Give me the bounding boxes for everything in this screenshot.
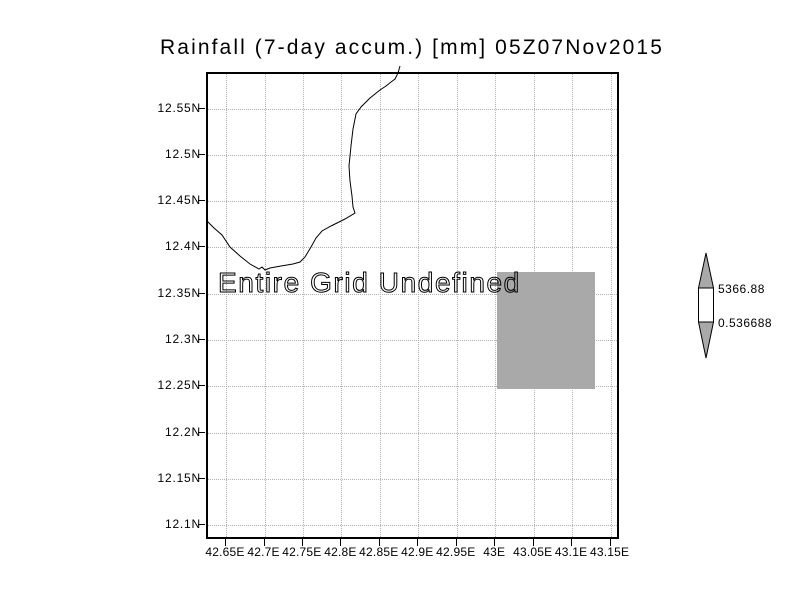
gridline-horizontal xyxy=(208,201,617,203)
y-axis-tick-label: 12.15N xyxy=(157,470,201,485)
colorbar-up-arrow-icon xyxy=(697,252,715,289)
y-axis-tick-label: 12.25N xyxy=(157,378,201,393)
y-axis-tick xyxy=(198,292,205,294)
gridline-vertical xyxy=(302,74,304,537)
gridline-horizontal xyxy=(208,154,617,156)
y-axis-tick xyxy=(198,246,205,248)
colorbar-down-arrow-icon xyxy=(697,321,715,359)
y-axis-tick xyxy=(198,200,205,202)
x-axis-tick xyxy=(455,539,457,546)
y-axis-tick-label: 12.5N xyxy=(164,146,201,161)
x-axis-tick-label: 42.8E xyxy=(324,545,357,559)
x-axis-tick xyxy=(417,539,419,546)
x-axis-tick xyxy=(378,539,380,546)
x-axis-tick-label: 43.05E xyxy=(513,545,553,559)
x-axis-tick-label: 42.95E xyxy=(436,545,476,559)
gridline-horizontal xyxy=(208,432,617,434)
x-axis-tick-label: 42.65E xyxy=(205,545,245,559)
y-axis-tick xyxy=(198,524,205,526)
y-axis-tick xyxy=(198,431,205,433)
plot-title: Rainfall (7-day accum.) [mm] 05Z07Nov201… xyxy=(160,36,664,59)
gridline-vertical xyxy=(456,74,458,537)
y-axis-tick-label: 12.2N xyxy=(164,424,201,439)
y-axis-tick-label: 12.55N xyxy=(157,100,201,115)
gridline-vertical xyxy=(264,74,266,537)
gridline-horizontal xyxy=(208,386,617,388)
gridline-horizontal xyxy=(208,293,617,295)
y-axis-tick-label: 12.35N xyxy=(157,285,201,300)
x-axis-tick-label: 42.85E xyxy=(359,545,399,559)
x-axis-tick xyxy=(532,539,534,546)
gridline-vertical xyxy=(495,74,497,537)
colorbar xyxy=(697,252,715,359)
x-axis-tick xyxy=(494,539,496,546)
x-axis-tick-label: 42.9E xyxy=(401,545,434,559)
gridline-vertical xyxy=(610,74,612,537)
gridline-vertical xyxy=(418,74,420,537)
gridline-horizontal xyxy=(208,247,617,249)
x-axis-tick xyxy=(301,539,303,546)
y-axis-tick xyxy=(198,107,205,109)
colorbar-min-label: 0.536688 xyxy=(718,316,773,330)
y-axis-tick-label: 12.4N xyxy=(164,239,201,254)
x-axis-tick-label: 43.15E xyxy=(589,545,630,559)
undefined-region-rect xyxy=(497,272,595,389)
x-axis-tick xyxy=(609,539,611,546)
gridline-horizontal xyxy=(208,340,617,341)
gridline-horizontal xyxy=(208,478,617,480)
x-axis-tick xyxy=(340,539,342,546)
gridline-vertical xyxy=(379,74,381,537)
gridline-horizontal xyxy=(208,108,617,110)
y-axis-tick-label: 12.1N xyxy=(164,517,201,532)
colorbar-body xyxy=(698,287,714,323)
x-axis-tick xyxy=(225,539,226,546)
entire-grid-undefined-label: Entire Grid Undefined xyxy=(218,267,521,299)
x-axis-tick-label: 42.7E xyxy=(247,545,280,559)
gridline-vertical xyxy=(341,74,343,537)
x-axis-tick-label: 43E xyxy=(483,545,506,559)
x-axis-tick-label: 42.75E xyxy=(282,545,322,559)
y-axis-tick xyxy=(198,339,205,340)
y-axis-tick-label: 12.45N xyxy=(157,193,201,208)
x-axis-tick-label: 43.1E xyxy=(554,545,588,559)
gridline-vertical xyxy=(226,74,227,537)
x-axis-tick xyxy=(571,539,573,546)
y-axis-tick xyxy=(198,153,205,155)
y-axis-tick xyxy=(198,385,205,387)
gridline-horizontal xyxy=(208,525,617,527)
y-axis-tick xyxy=(198,477,205,479)
map-plot-area: Entire Grid Undefined xyxy=(206,72,619,539)
y-axis-tick-label: 12.3N xyxy=(164,332,201,346)
colorbar-max-label: 5366.88 xyxy=(718,282,765,296)
x-axis-tick xyxy=(263,539,265,546)
